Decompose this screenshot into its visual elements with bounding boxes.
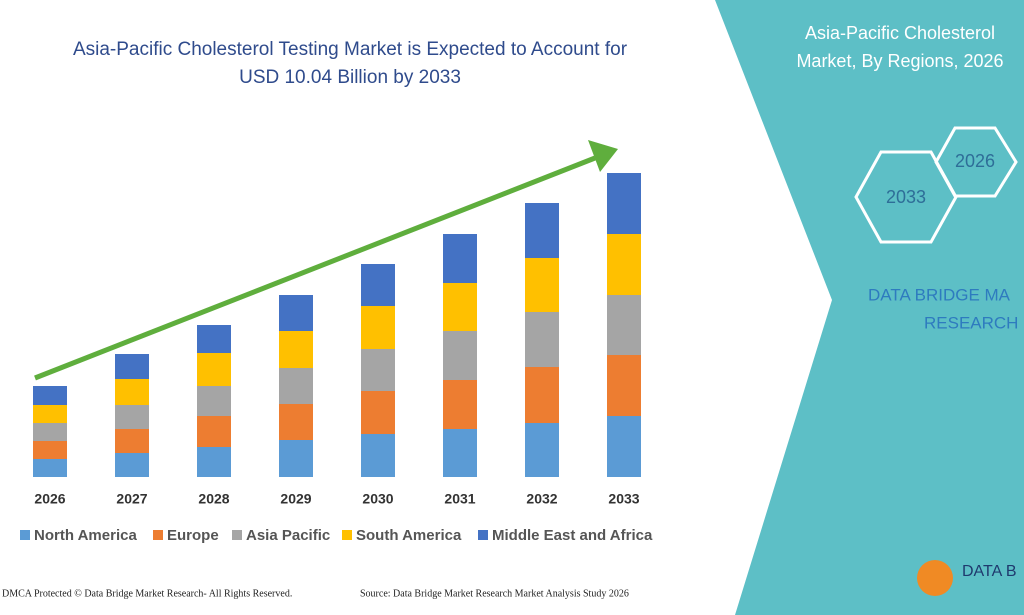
panel-title: Market, By Regions, 2026 (796, 51, 1003, 71)
bar-segment (197, 416, 231, 447)
hex-label: 2033 (886, 187, 926, 207)
hexagon (854, 150, 958, 244)
bar-segment (33, 423, 67, 441)
bar-segment (33, 405, 67, 423)
bar-segment (33, 441, 67, 459)
bar-segment (443, 380, 477, 429)
legend-swatch (153, 530, 163, 540)
bar-segment (279, 331, 313, 368)
footer: DMCA Protected © Data Bridge Market Rese… (2, 588, 292, 599)
bar-segment (279, 368, 313, 404)
legend-swatch (478, 530, 488, 540)
panel-title: Asia-Pacific Cholesterol (805, 23, 995, 43)
x-tick-label: 2027 (116, 491, 147, 507)
bar-segment (525, 367, 559, 423)
bar-segment (443, 283, 477, 331)
bar-segment (115, 354, 149, 379)
bar-segment (361, 434, 395, 477)
bar-segment (197, 386, 231, 416)
bar-segment (115, 429, 149, 453)
panel-brand: DATA BRIDGE MA (868, 285, 1011, 304)
bar-segment (443, 429, 477, 477)
legend-label: Asia Pacific (246, 527, 330, 544)
bar-segment (607, 173, 641, 234)
bar-segment (197, 353, 231, 386)
footer: Source: Data Bridge Market Research Mark… (360, 588, 629, 599)
x-tick-label: 2030 (362, 491, 393, 507)
trend-arrow (34, 155, 596, 381)
bar-segment (525, 258, 559, 312)
bar-segment (607, 234, 641, 295)
bar-segment (279, 404, 313, 440)
chart-title: Asia-Pacific Cholesterol Testing Market … (73, 39, 628, 60)
hex-label: 2026 (955, 151, 995, 171)
bar-segment (279, 295, 313, 331)
legend-swatch (232, 530, 242, 540)
bar-segment (361, 349, 395, 391)
side-panel (715, 0, 1024, 615)
panel-brand: RESEARCH (924, 313, 1018, 332)
bar-segment (197, 325, 231, 353)
bar-segment (361, 306, 395, 349)
hexagon (934, 126, 1018, 198)
bar-segment (525, 423, 559, 477)
bar-segment (607, 355, 641, 416)
bar-segment (33, 459, 67, 477)
bar-segment (33, 386, 67, 405)
bar-segment (443, 234, 477, 283)
legend-label: North America (34, 527, 137, 544)
bar-segment (443, 331, 477, 380)
bar-segment (279, 440, 313, 477)
bar-segment (361, 391, 395, 434)
bar-segment (115, 379, 149, 405)
bar-segment (115, 453, 149, 477)
bar-segment (361, 264, 395, 306)
bar-segment (525, 203, 559, 258)
legend-label: Europe (167, 527, 219, 544)
x-tick-label: 2031 (444, 491, 475, 507)
x-tick-label: 2028 (198, 491, 229, 507)
bar-segment (607, 295, 641, 355)
legend-label: South America (356, 527, 462, 544)
arrow-head (588, 140, 618, 172)
bar-segment (525, 312, 559, 367)
chart-title: USD 10.04 Billion by 2033 (239, 67, 461, 88)
x-tick-label: 2026 (34, 491, 65, 507)
logo-text: DATA B (962, 563, 1017, 580)
x-tick-label: 2029 (280, 491, 311, 507)
legend-label: Middle East and Africa (492, 527, 653, 544)
x-tick-label: 2032 (526, 491, 557, 507)
legend-swatch (342, 530, 352, 540)
bar-segment (197, 447, 231, 477)
bar-segment (607, 416, 641, 477)
logo-icon (917, 560, 953, 596)
x-tick-label: 2033 (608, 491, 639, 507)
legend-swatch (20, 530, 30, 540)
bar-segment (115, 405, 149, 429)
